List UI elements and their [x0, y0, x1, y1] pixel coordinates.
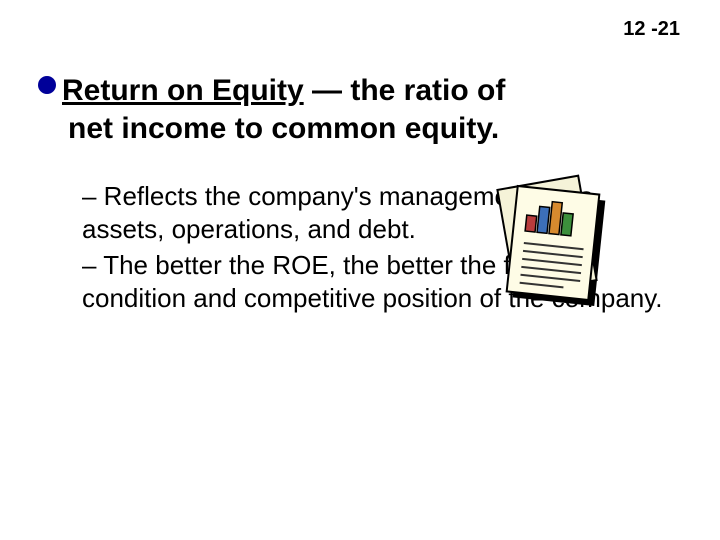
page-number: 12 -21 — [623, 18, 680, 41]
main-bullet-line2: net income to common equity. — [68, 110, 682, 148]
main-bullet: Return on Equity — the ratio of net inco… — [38, 72, 682, 147]
main-rest1: — the ratio of — [304, 74, 506, 107]
bullet-dot-icon — [38, 76, 56, 94]
main-term: Return on Equity — [62, 74, 304, 107]
report-chart-icon — [478, 174, 608, 314]
main-bullet-line1: Return on Equity — the ratio of — [62, 74, 505, 107]
